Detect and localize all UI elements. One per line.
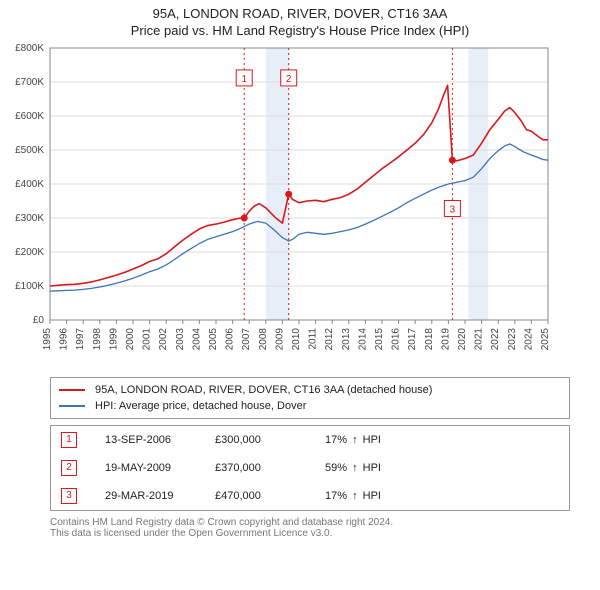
event-marker: 3 bbox=[61, 488, 77, 504]
event-row: 3 29-MAR-2019£470,00017% ↑ HPI bbox=[51, 482, 569, 510]
event-price: £370,000 bbox=[215, 462, 325, 474]
svg-text:2024: 2024 bbox=[523, 328, 534, 351]
svg-text:1998: 1998 bbox=[92, 328, 103, 351]
svg-text:1: 1 bbox=[241, 74, 247, 85]
events-table: 113-SEP-2006£300,00017% ↑ HPI219-MAY-200… bbox=[50, 425, 570, 511]
legend: 95A, LONDON ROAD, RIVER, DOVER, CT16 3AA… bbox=[50, 377, 570, 419]
svg-text:2018: 2018 bbox=[424, 328, 435, 351]
up-arrow-icon: ↑ bbox=[352, 490, 358, 502]
svg-text:1999: 1999 bbox=[108, 328, 119, 351]
svg-text:2005: 2005 bbox=[208, 328, 219, 351]
svg-text:2004: 2004 bbox=[191, 328, 202, 351]
page: 95A, LONDON ROAD, RIVER, DOVER, CT16 3AA… bbox=[0, 0, 600, 539]
svg-text:2001: 2001 bbox=[142, 328, 153, 351]
svg-text:2016: 2016 bbox=[391, 328, 402, 351]
legend-row: HPI: Average price, detached house, Dove… bbox=[59, 398, 561, 414]
svg-text:1995: 1995 bbox=[42, 328, 53, 351]
svg-text:1997: 1997 bbox=[75, 328, 86, 351]
svg-text:2020: 2020 bbox=[457, 328, 468, 351]
svg-text:2: 2 bbox=[286, 74, 292, 85]
svg-text:2007: 2007 bbox=[241, 328, 252, 351]
svg-text:2002: 2002 bbox=[158, 328, 169, 351]
svg-text:2015: 2015 bbox=[374, 328, 385, 351]
event-price: £470,000 bbox=[215, 490, 325, 502]
line-chart: 1 2 3 £0 £100K £200K £300K £400K £500K £600K £700K… bbox=[0, 38, 560, 368]
event-delta: 17% ↑ HPI bbox=[325, 490, 381, 502]
svg-text:£0: £0 bbox=[33, 315, 45, 326]
svg-text:2014: 2014 bbox=[357, 328, 368, 351]
event-date: 29-MAR-2019 bbox=[105, 490, 215, 502]
up-arrow-icon: ↑ bbox=[352, 434, 358, 446]
event-marker: 1 bbox=[61, 432, 77, 448]
event-delta: 59% ↑ HPI bbox=[325, 462, 381, 474]
svg-text:2022: 2022 bbox=[490, 328, 501, 351]
footer-line-1: Contains HM Land Registry data © Crown c… bbox=[50, 517, 570, 528]
svg-text:2013: 2013 bbox=[341, 328, 352, 351]
svg-text:2023: 2023 bbox=[507, 328, 518, 351]
title-line-1: 95A, LONDON ROAD, RIVER, DOVER, CT16 3AA bbox=[0, 6, 600, 21]
legend-swatch bbox=[59, 405, 85, 407]
chart-area: 1 2 3 £0 £100K £200K £300K £400K £500K £600K £700K… bbox=[0, 38, 600, 373]
svg-text:2025: 2025 bbox=[540, 328, 551, 351]
event-date: 19-MAY-2009 bbox=[105, 462, 215, 474]
svg-text:2000: 2000 bbox=[125, 328, 136, 351]
attribution-footer: Contains HM Land Registry data © Crown c… bbox=[50, 517, 570, 539]
event-price: £300,000 bbox=[215, 434, 325, 446]
svg-text:£400K: £400K bbox=[15, 179, 44, 190]
svg-text:2012: 2012 bbox=[324, 328, 335, 351]
event-row: 1 13-SEP-2006£300,00017% ↑ HPI bbox=[51, 426, 569, 454]
svg-text:2021: 2021 bbox=[474, 328, 485, 351]
svg-text:1996: 1996 bbox=[59, 328, 70, 351]
svg-text:2019: 2019 bbox=[440, 328, 451, 351]
svg-text:2009: 2009 bbox=[274, 328, 285, 351]
svg-text:£100K: £100K bbox=[15, 281, 44, 292]
event-delta: 17% ↑ HPI bbox=[325, 434, 381, 446]
event-marker: 2 bbox=[61, 460, 77, 476]
legend-swatch bbox=[59, 389, 85, 391]
footer-line-2: This data is licensed under the Open Gov… bbox=[50, 528, 570, 539]
svg-text:£600K: £600K bbox=[15, 111, 44, 122]
svg-text:2008: 2008 bbox=[258, 328, 269, 351]
event-row: 2 19-MAY-2009£370,00059% ↑ HPI bbox=[51, 454, 569, 482]
svg-text:3: 3 bbox=[450, 204, 456, 215]
svg-text:£200K: £200K bbox=[15, 247, 44, 258]
svg-text:£700K: £700K bbox=[15, 77, 44, 88]
title-line-2: Price paid vs. HM Land Registry's House … bbox=[0, 23, 600, 38]
event-date: 13-SEP-2006 bbox=[105, 434, 215, 446]
legend-row: 95A, LONDON ROAD, RIVER, DOVER, CT16 3AA… bbox=[59, 382, 561, 398]
svg-text:£800K: £800K bbox=[15, 43, 44, 54]
chart-titles: 95A, LONDON ROAD, RIVER, DOVER, CT16 3AA… bbox=[0, 0, 600, 38]
legend-label: 95A, LONDON ROAD, RIVER, DOVER, CT16 3AA… bbox=[95, 384, 432, 396]
up-arrow-icon: ↑ bbox=[352, 462, 358, 474]
svg-text:2011: 2011 bbox=[308, 328, 319, 350]
svg-text:2017: 2017 bbox=[407, 328, 418, 351]
svg-text:£300K: £300K bbox=[15, 213, 44, 224]
svg-text:2003: 2003 bbox=[175, 328, 186, 351]
svg-text:£500K: £500K bbox=[15, 145, 44, 156]
svg-text:2006: 2006 bbox=[225, 328, 236, 351]
legend-label: HPI: Average price, detached house, Dove… bbox=[95, 400, 306, 412]
svg-text:2010: 2010 bbox=[291, 328, 302, 351]
